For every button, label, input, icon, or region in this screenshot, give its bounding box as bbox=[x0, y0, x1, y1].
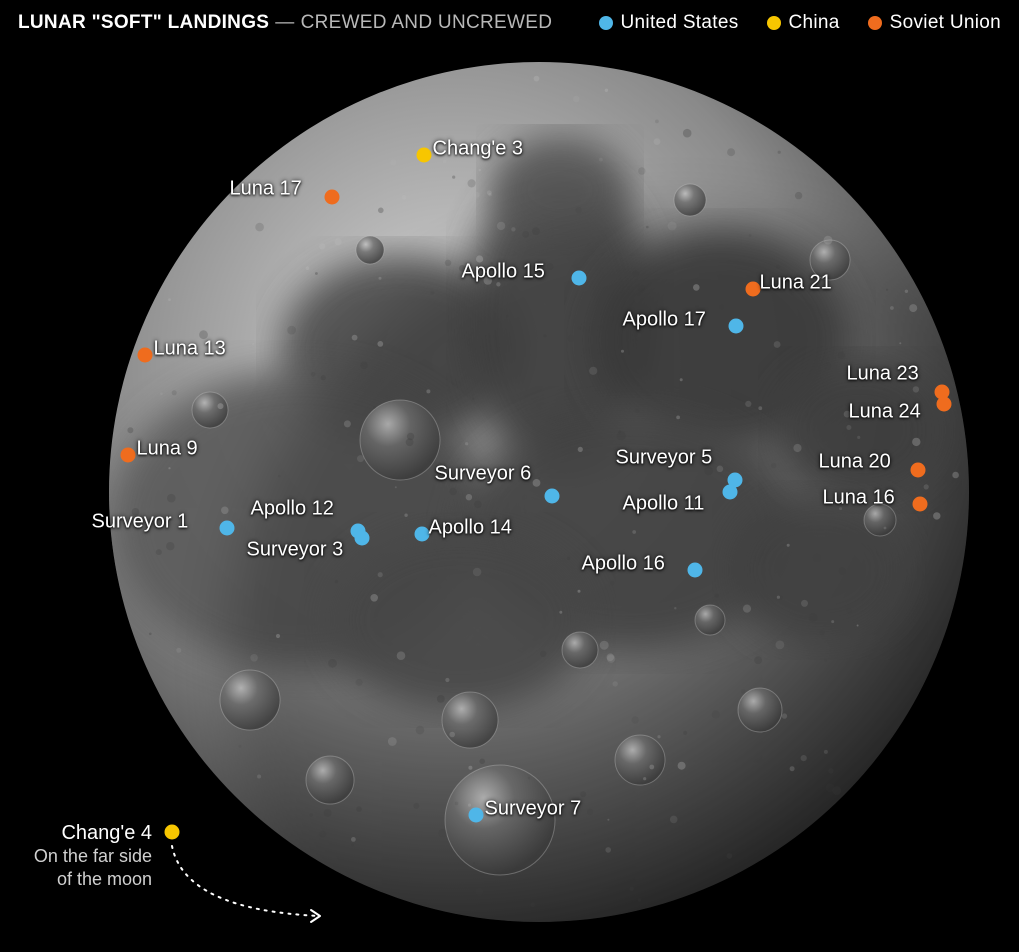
callout-arrow bbox=[0, 0, 1019, 952]
moon-map: Chang'e 3Luna 17Apollo 15Luna 21Apollo 1… bbox=[0, 0, 1019, 952]
infographic-root: LUNAR "SOFT" LANDINGS — CREWED AND UNCRE… bbox=[0, 0, 1019, 952]
